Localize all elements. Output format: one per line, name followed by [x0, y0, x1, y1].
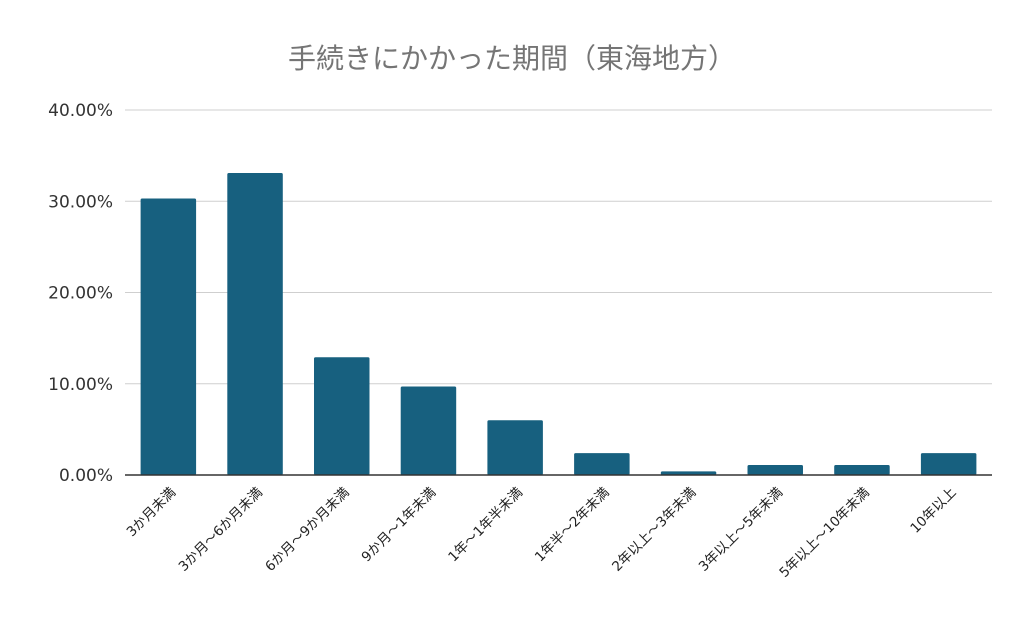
x-tick-label: 2年以上～3年未満	[609, 485, 699, 575]
y-tick-label: 20.00%	[48, 284, 113, 304]
bar	[834, 464, 890, 475]
x-tick-label: 6か月～9か月未満	[262, 485, 352, 575]
y-tick-label: 40.00%	[48, 101, 113, 121]
bar	[747, 464, 803, 475]
y-tick-label: 30.00%	[48, 192, 113, 212]
bar	[574, 453, 630, 475]
bar	[487, 420, 543, 475]
x-tick-label: 3か月～6か月未満	[176, 485, 266, 575]
bar	[920, 453, 977, 475]
y-axis-tick-labels: 0.00% 10.00% 20.00% 30.00% 40.00%	[48, 101, 113, 486]
x-tick-label: 9か月～1年未満	[359, 485, 440, 566]
bar	[660, 471, 717, 475]
x-tick-label: 1年半～2年未満	[532, 485, 613, 566]
bar	[140, 198, 197, 475]
x-tick-label: 3か月未満	[124, 485, 180, 541]
bar	[314, 357, 370, 475]
y-tick-label: 0.00%	[59, 466, 113, 486]
x-tick-label: 3年以上～5年未満	[696, 485, 786, 575]
x-tick-label: 5年以上～10年未満	[776, 485, 872, 581]
chart-title: 手続きにかかった期間（東海地方）	[288, 42, 736, 75]
bar	[227, 172, 283, 475]
x-tick-label: 1年～1年半未満	[445, 485, 526, 566]
bar	[400, 386, 457, 475]
x-tick-label: 10年以上	[907, 485, 959, 537]
y-tick-label: 10.00%	[48, 375, 113, 395]
bars	[140, 172, 977, 475]
